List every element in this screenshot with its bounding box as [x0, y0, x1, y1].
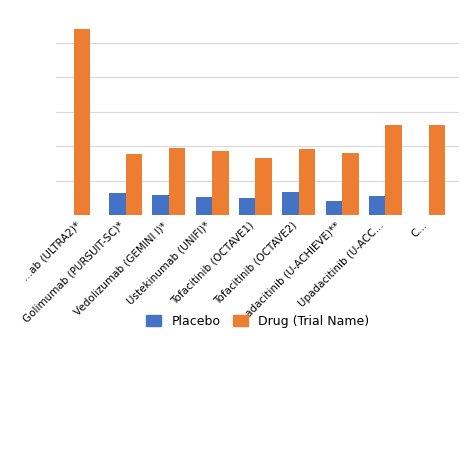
Bar: [109, 193, 126, 215]
Bar: [326, 201, 342, 215]
Bar: [299, 149, 315, 215]
Bar: [283, 192, 299, 215]
Bar: [239, 198, 255, 215]
Bar: [169, 148, 185, 215]
Bar: [126, 154, 142, 215]
Bar: [428, 126, 445, 215]
Bar: [153, 194, 169, 215]
Bar: [369, 196, 385, 215]
Bar: [342, 153, 358, 215]
Bar: [385, 126, 402, 215]
Bar: [255, 158, 272, 215]
Legend: Placebo, Drug (Trial Name): Placebo, Drug (Trial Name): [141, 310, 374, 333]
Bar: [212, 151, 228, 215]
Bar: [74, 29, 91, 215]
Bar: [196, 197, 212, 215]
